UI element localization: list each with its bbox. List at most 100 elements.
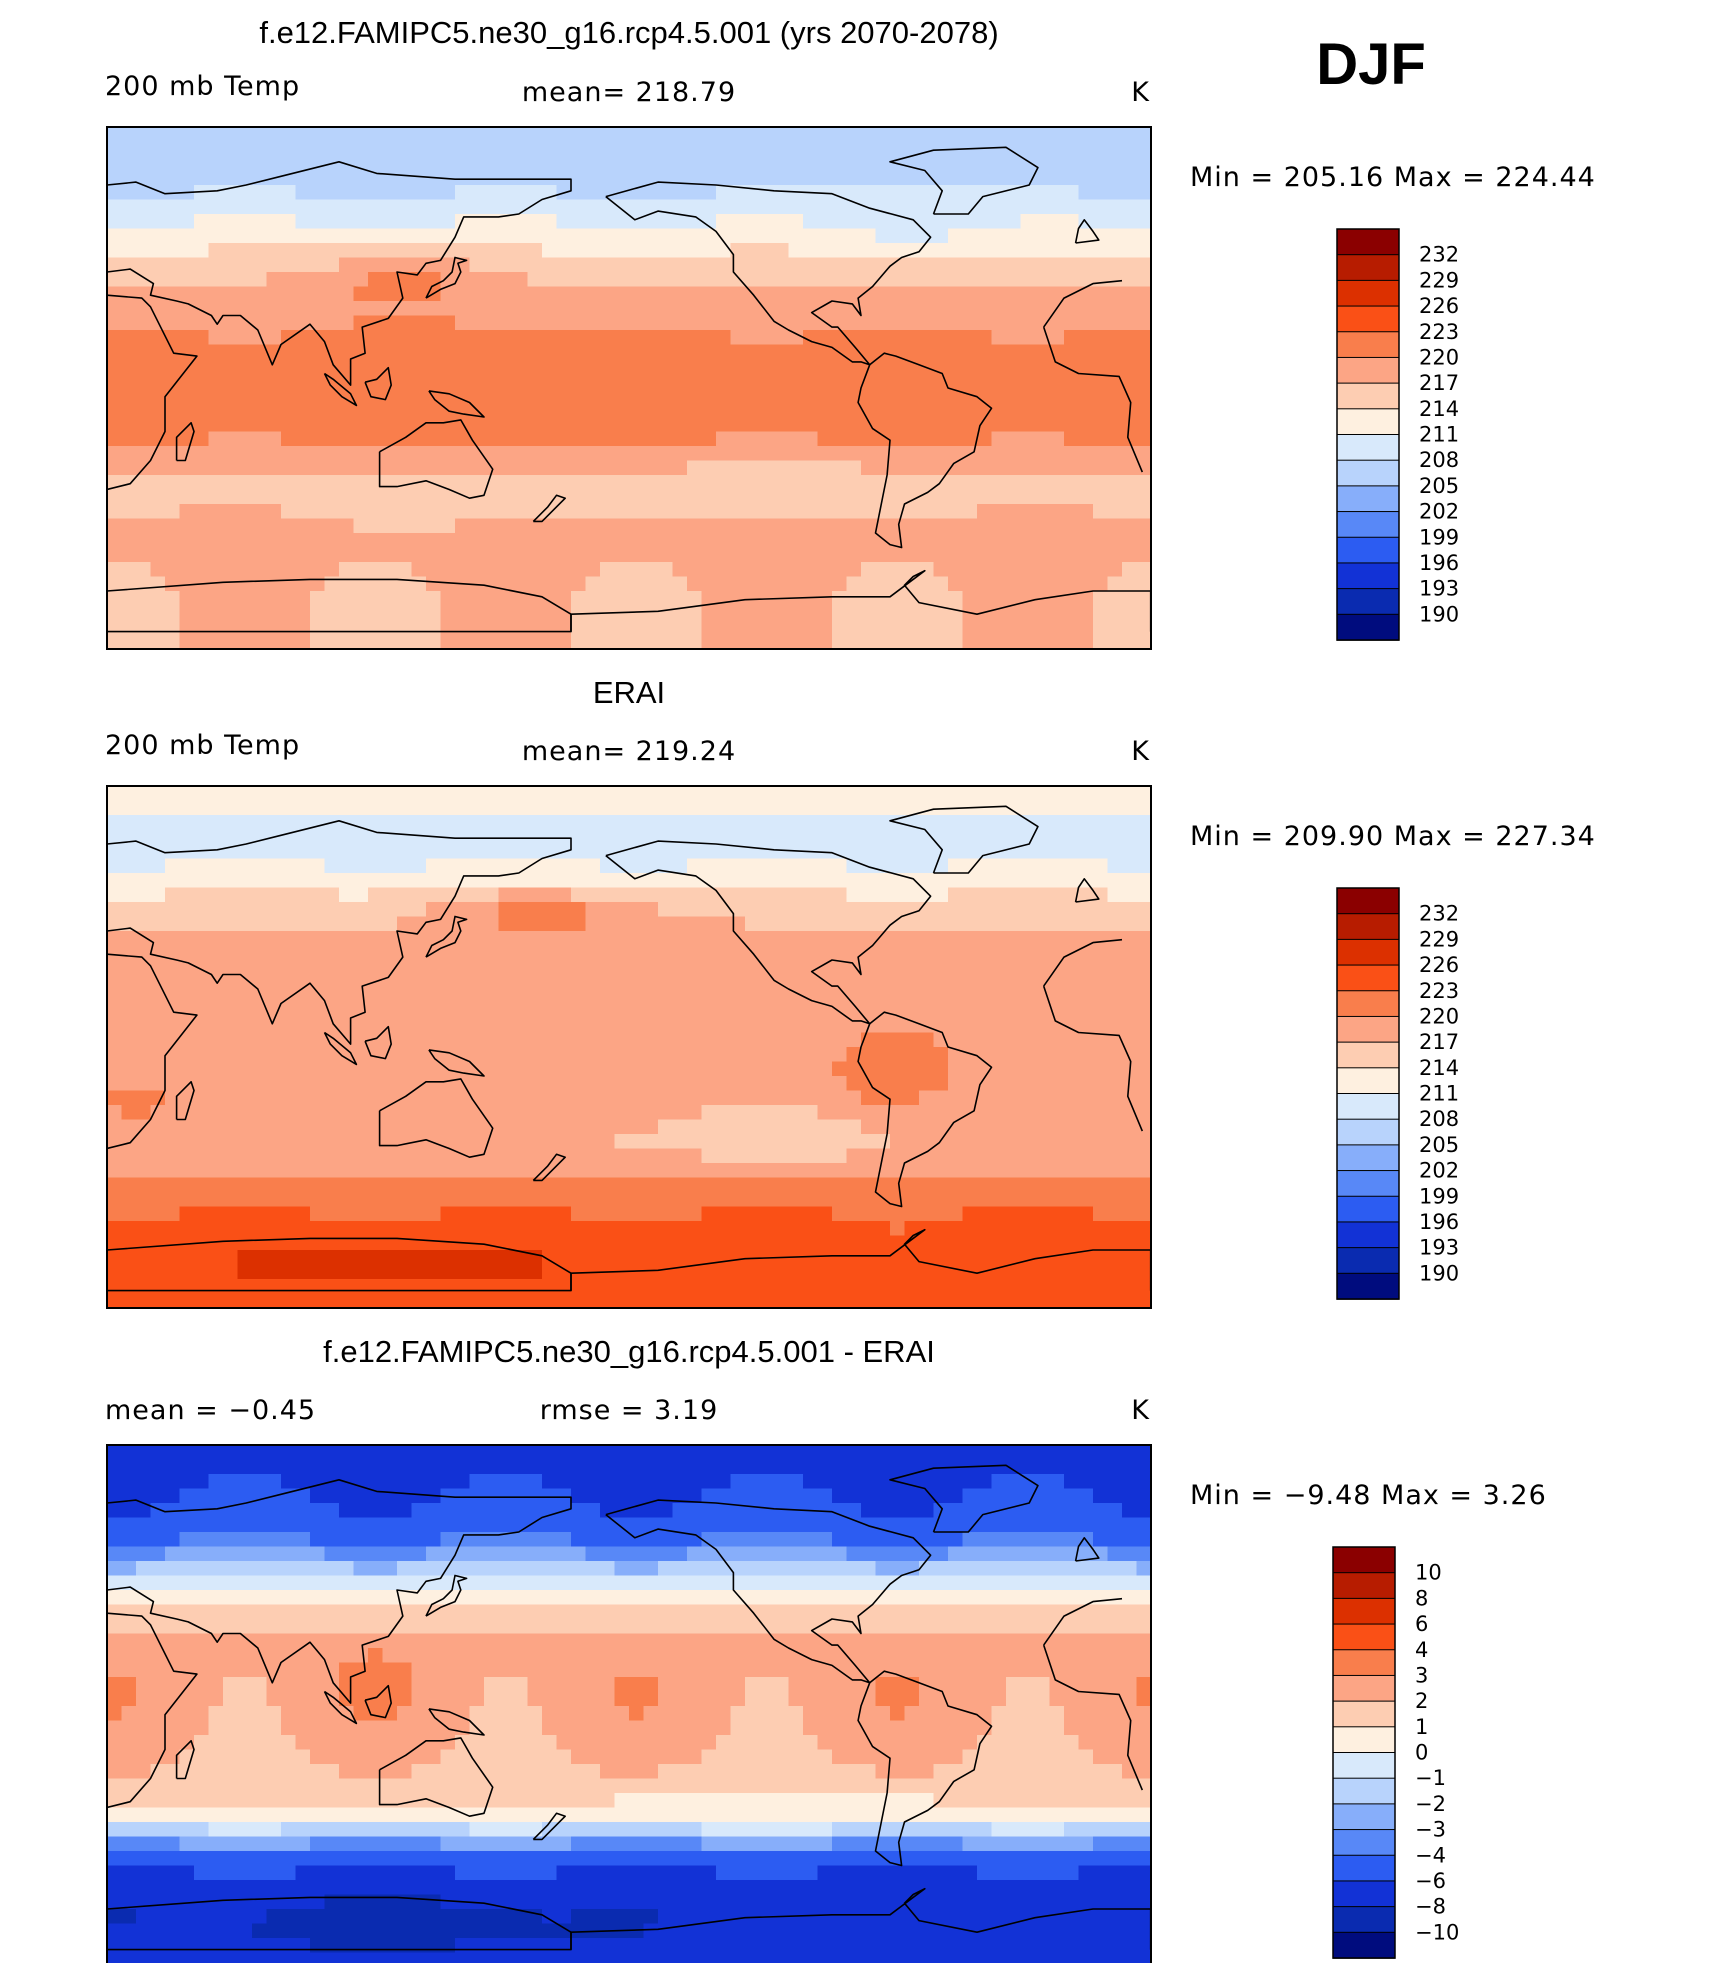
heatmap-cell [281,1032,297,1048]
heatmap-cell [121,315,137,331]
heatmap-cell [1107,960,1123,976]
heatmap-cell [1049,634,1065,649]
heatmap-cell [426,960,442,976]
heatmap-cell [774,1177,790,1193]
heatmap-cell [1078,1119,1094,1135]
heatmap-cell [150,431,166,447]
heatmap-cell [484,1003,500,1019]
heatmap-cell [774,301,790,317]
heatmap-cell [672,960,688,976]
heatmap-cell [382,446,398,462]
heatmap-cell [904,1090,920,1106]
heatmap-cell [252,1235,268,1251]
heatmap-cell [658,460,674,476]
heatmap-cell [745,591,761,607]
heatmap-cell [498,1076,514,1092]
heatmap-cell [904,1206,920,1222]
heatmap-cell [962,1047,978,1063]
heatmap-cell [397,214,413,230]
heatmap-cell [1107,504,1123,520]
heatmap-cell [716,1148,732,1164]
heatmap-cell [643,634,659,649]
heatmap-cell [672,916,688,932]
heatmap-cell [1078,1047,1094,1063]
heatmap-cell [179,562,195,578]
heatmap-cell [730,199,746,215]
heatmap-cell [919,815,935,831]
heatmap-cell [252,228,268,244]
heatmap-cell [600,504,616,520]
heatmap-cell [643,562,659,578]
heatmap-cell [875,475,891,491]
heatmap-cell [629,475,645,491]
heatmap-cell [484,800,500,816]
heatmap-cell [426,460,442,476]
heatmap-cell [803,562,819,578]
heatmap-cell [643,786,659,802]
heatmap-cell [1093,1032,1109,1048]
heatmap-cell [962,388,978,404]
heatmap-cell [788,1032,804,1048]
heatmap-cell [1093,141,1109,157]
heatmap-cell [556,974,572,990]
heatmap-cell [397,634,413,649]
heatmap-cell [948,829,964,845]
heatmap-cell [861,974,877,990]
heatmap-cell [919,1076,935,1092]
heatmap-cell [861,1105,877,1121]
heatmap-cell [368,1003,384,1019]
heatmap-cell [643,214,659,230]
heatmap-cell [629,504,645,520]
heatmap-cell [571,373,587,389]
heatmap-cell [411,315,427,331]
heatmap-cell [788,989,804,1005]
heatmap-cell [368,417,384,433]
heatmap-cell [875,243,891,259]
heatmap-cell [397,844,413,860]
heatmap-cell [962,460,978,476]
heatmap-cell [875,1134,891,1150]
heatmap-cell [397,800,413,816]
heatmap-cell [745,330,761,346]
heatmap-cell [1078,533,1094,549]
heatmap-cell [687,1003,703,1019]
heatmap-cell [730,228,746,244]
heatmap-cell [1122,945,1138,961]
heatmap-cell [788,960,804,976]
heatmap-cell [382,127,398,143]
heatmap-cell [556,1163,572,1179]
heatmap-cell [150,344,166,360]
heatmap-cell [1006,1148,1022,1164]
heatmap-cell [774,315,790,331]
heatmap-cell [339,228,355,244]
heatmap-cell [745,1192,761,1208]
heatmap-cell [469,315,485,331]
heatmap-cell [382,1163,398,1179]
heatmap-cell [687,591,703,607]
heatmap-cell [324,330,340,346]
heatmap-cell [803,1047,819,1063]
heatmap-cell [672,844,688,860]
heatmap-cell [643,1090,659,1106]
heatmap-cell [672,127,688,143]
heatmap-cell [368,873,384,889]
heatmap-cell [788,446,804,462]
heatmap-cell [672,800,688,816]
heatmap-cell [295,243,311,259]
heatmap-cell [788,1221,804,1237]
heatmap-cell [484,272,500,288]
heatmap-cell [585,1047,601,1063]
heatmap-cell [832,547,848,563]
heatmap-cell [1122,562,1138,578]
heatmap-cell [817,634,833,649]
heatmap-cell [324,199,340,215]
heatmap-cell [527,960,543,976]
heatmap-cell [426,1192,442,1208]
heatmap-cell [658,1076,674,1092]
heatmap-cell [687,945,703,961]
heatmap-cell [411,547,427,563]
heatmap-cell [1064,431,1080,447]
heatmap-cell [542,1206,558,1222]
heatmap-cell [861,786,877,802]
heatmap-cell [701,989,717,1005]
